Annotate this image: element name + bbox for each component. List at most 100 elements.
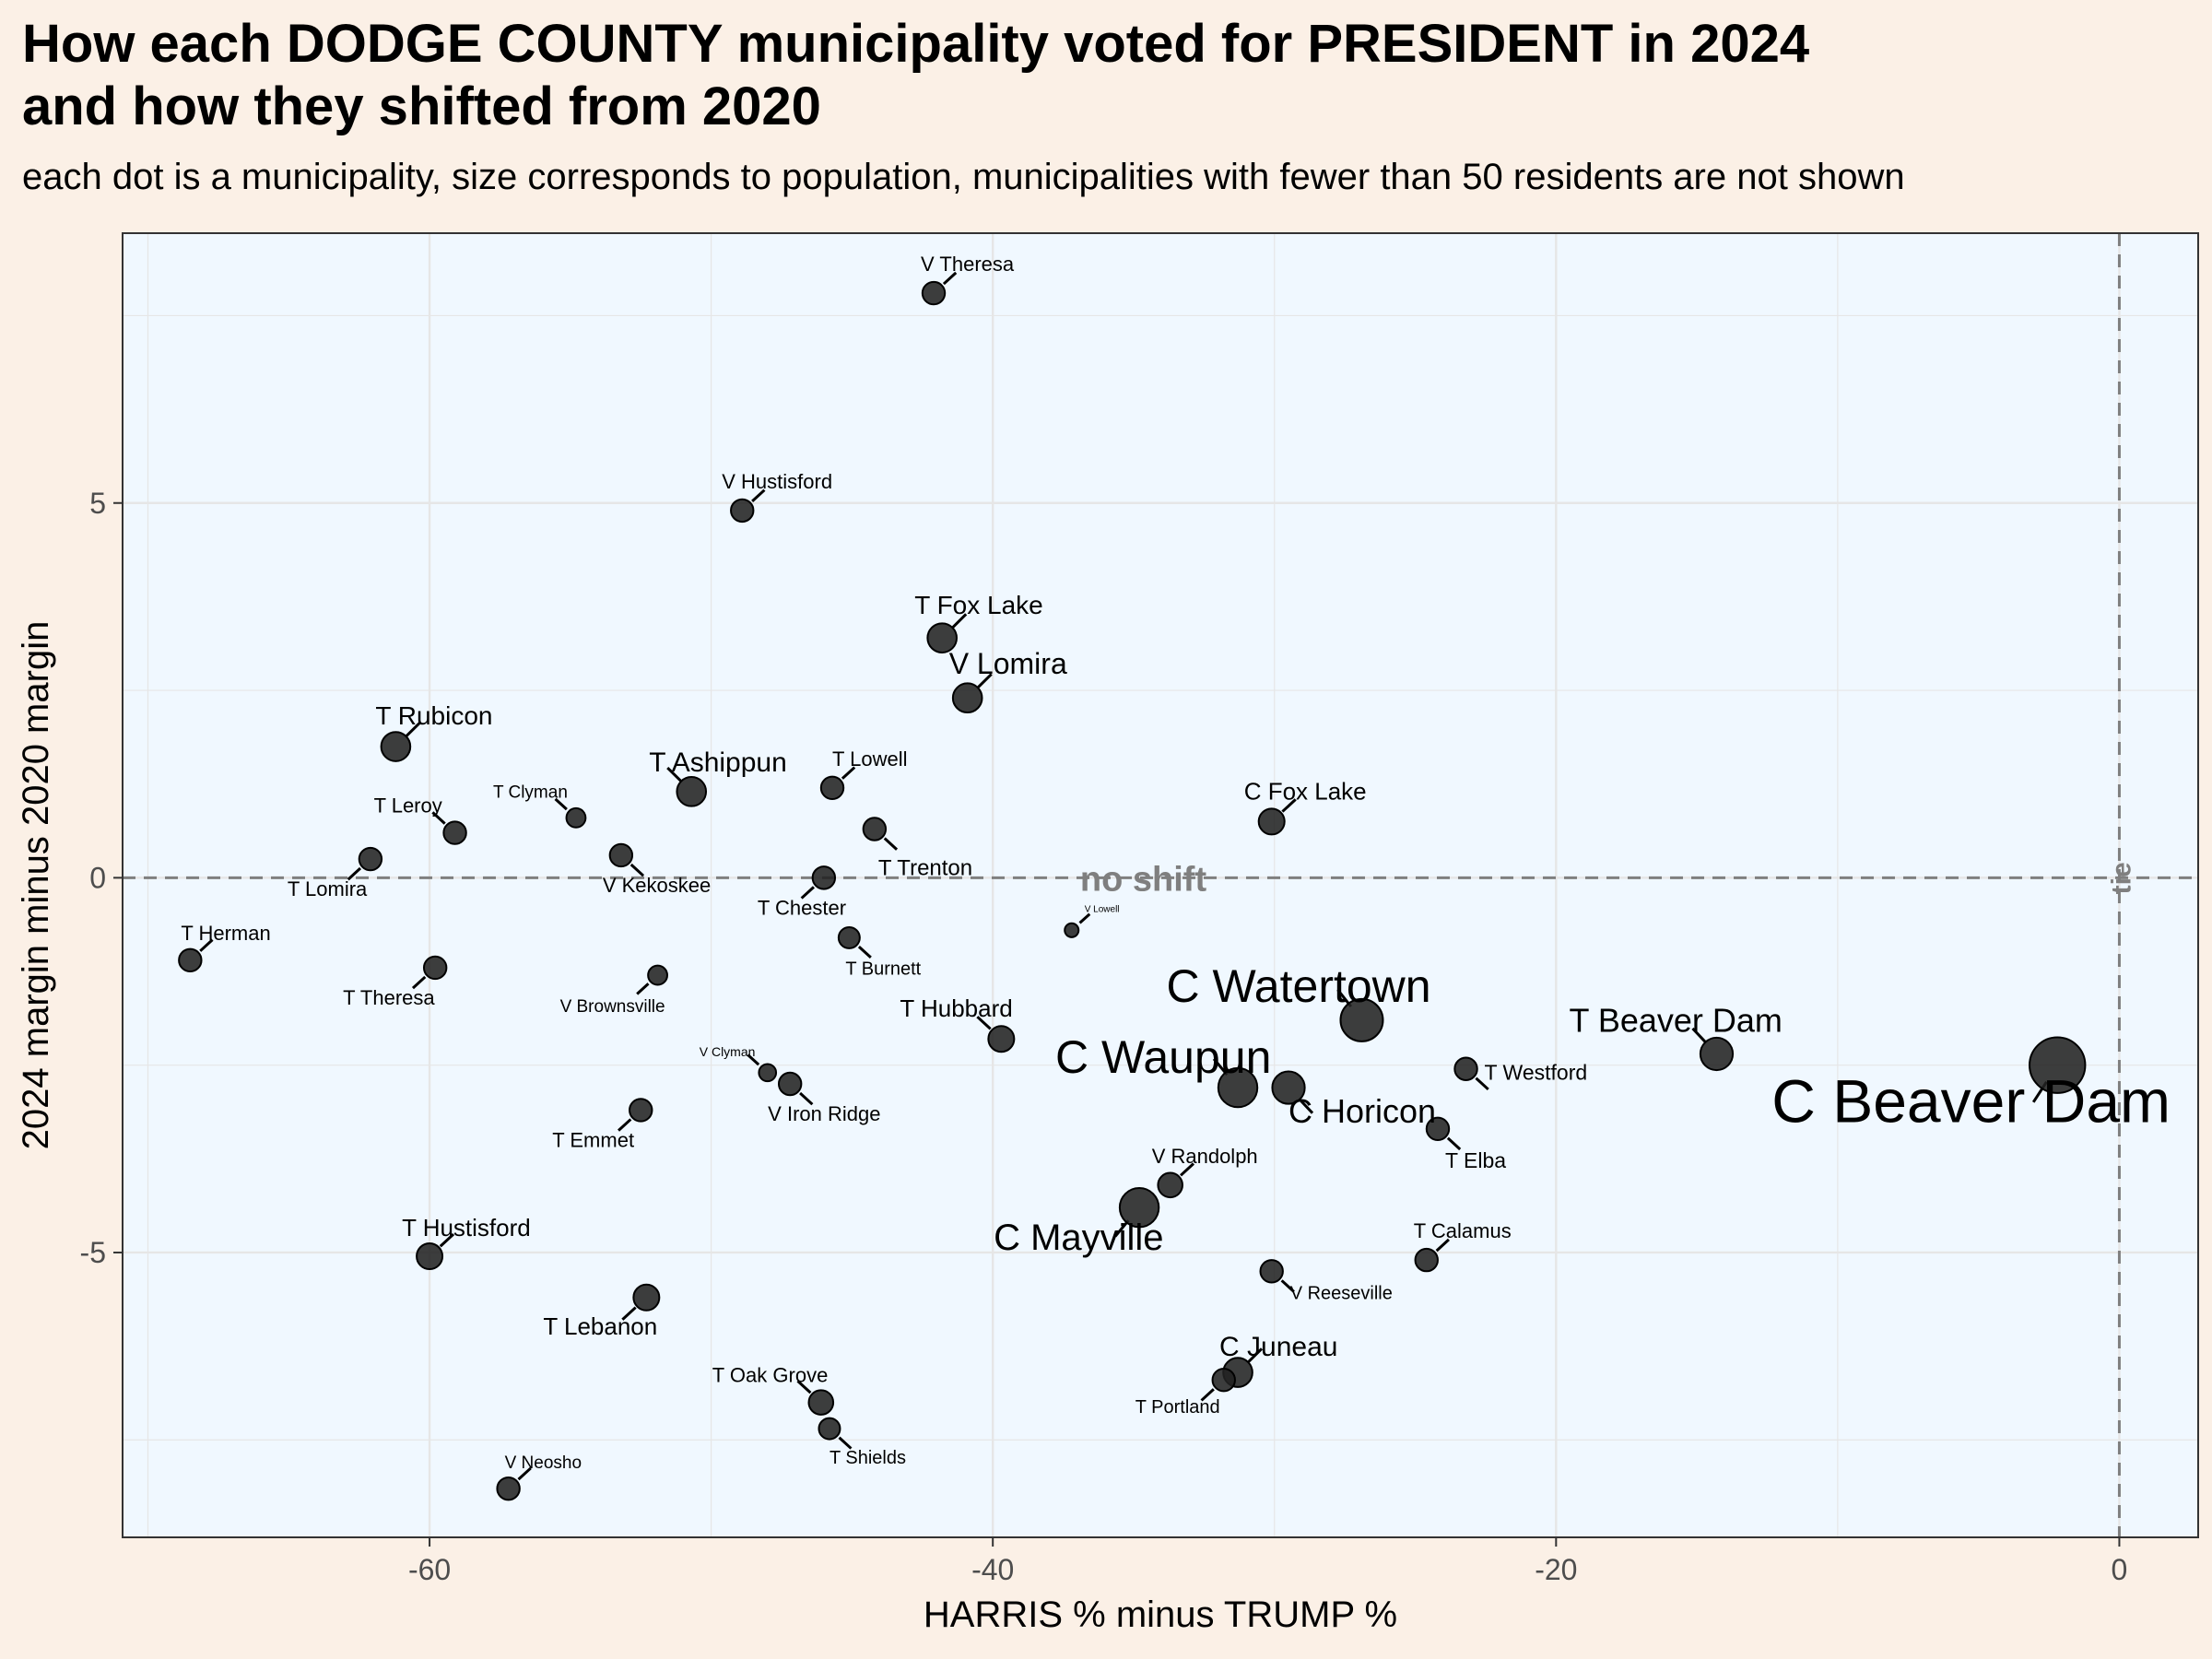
point-c-waupun <box>1217 1066 1259 1109</box>
label-v-lomira: V Lomira <box>949 647 1067 680</box>
connector-c-fox-lake <box>1281 798 1297 813</box>
x-tick-label: -40 <box>971 1553 1014 1586</box>
label-t-elba: T Elba <box>1445 1148 1506 1172</box>
label-t-portland: T Portland <box>1135 1397 1220 1418</box>
label-v-clyman: V Clyman <box>700 1044 756 1059</box>
y-tick-label: -5 <box>80 1236 106 1269</box>
point-c-watertown <box>1339 997 1384 1042</box>
y-tick-label: 0 <box>89 861 106 894</box>
x-tick-label: -20 <box>1535 1553 1577 1586</box>
label-t-emmet: T Emmet <box>552 1128 634 1151</box>
label-c-watertown: C Watertown <box>1166 960 1430 1012</box>
point-t-ashippun <box>676 776 708 807</box>
label-v-kekoskee: V Kekoskee <box>603 874 711 897</box>
point-t-rubicon <box>380 731 412 762</box>
label-t-rubicon: T Rubicon <box>375 701 492 730</box>
connector-c-juneau <box>1247 1347 1264 1363</box>
x-tick-label: 0 <box>2112 1553 2128 1586</box>
point-v-neosho <box>496 1476 521 1501</box>
label-t-burnett: T Burnett <box>845 959 921 979</box>
connector-t-chester <box>800 886 815 900</box>
point-v-hustisford <box>730 498 755 524</box>
connector-v-hustisford <box>751 488 766 503</box>
point-t-fox-lake <box>926 622 958 653</box>
connector-t-trenton <box>883 837 899 851</box>
point-t-theresa <box>422 955 448 981</box>
label-t-chester: T Chester <box>758 896 846 919</box>
label-c-beaver-dam: C Beaver Dam <box>1771 1067 2171 1135</box>
connector-t-leroy <box>431 811 446 825</box>
point-t-westford <box>1453 1056 1478 1081</box>
connector-v-reeseville <box>1280 1279 1295 1293</box>
no-shift-label: no shift <box>1080 860 1207 899</box>
connector-t-elba <box>1446 1136 1462 1151</box>
point-v-iron-ridge <box>777 1071 803 1097</box>
connector-t-shields <box>838 1436 853 1450</box>
connector-v-theresa <box>942 271 958 286</box>
point-t-leroy <box>442 820 467 845</box>
label-v-randolph: V Randolph <box>1152 1145 1258 1168</box>
connector-t-beaver-dam <box>1691 1027 1707 1044</box>
point-t-oak-grove <box>807 1389 835 1416</box>
connector-v-iron-ridge <box>799 1091 814 1106</box>
label-c-mayville: C Mayville <box>994 1218 1163 1258</box>
point-t-shields <box>818 1417 841 1441</box>
label-t-lowell: T Lowell <box>832 747 908 771</box>
point-t-beaver-dam <box>1699 1036 1735 1072</box>
y-axis-title: 2024 margin minus 2020 margin <box>16 621 56 1150</box>
plot-panel <box>123 233 2198 1537</box>
point-t-lowell <box>819 775 845 800</box>
connector-v-lowell <box>1078 912 1091 924</box>
label-v-reeseville: V Reeseville <box>1290 1283 1393 1303</box>
point-t-burnett <box>837 925 861 949</box>
connector-t-lebanon <box>621 1306 637 1321</box>
label-c-fox-lake: C Fox Lake <box>1244 777 1367 805</box>
connector-v-kekoskee <box>629 863 645 877</box>
point-c-beaver-dam <box>2029 1036 2087 1094</box>
y-tick-label: 5 <box>89 487 106 520</box>
label-t-lebanon: T Lebanon <box>543 1312 657 1340</box>
connector-t-herman <box>199 938 214 952</box>
point-t-hustisford <box>416 1242 444 1271</box>
point-t-lebanon <box>632 1283 661 1312</box>
point-t-elba <box>1425 1116 1451 1141</box>
connector-t-fox-lake <box>951 613 968 629</box>
chart-title-line-1: How each DODGE COUNTY municipality voted… <box>22 14 1810 74</box>
x-tick-label: -60 <box>408 1553 451 1586</box>
label-v-iron-ridge: V Iron Ridge <box>768 1102 880 1125</box>
point-v-lowell <box>1064 922 1080 938</box>
label-v-theresa: V Theresa <box>921 253 1015 276</box>
label-t-westford: T Westford <box>1485 1061 1588 1085</box>
connector-t-oak-grove <box>796 1380 812 1394</box>
connector-t-emmet <box>618 1118 632 1132</box>
point-t-herman <box>178 947 203 973</box>
label-c-juneau: C Juneau <box>1219 1332 1337 1362</box>
connector-v-neosho <box>517 1466 532 1481</box>
point-v-kekoskee <box>608 842 634 868</box>
label-v-lowell: V Lowell <box>1085 904 1120 914</box>
label-t-herman: T Herman <box>181 922 270 945</box>
label-t-leroy: T Leroy <box>374 794 442 818</box>
label-v-brownsville: V Brownsville <box>560 997 665 1017</box>
data-points <box>178 280 2087 1501</box>
point-c-mayville <box>1118 1186 1160 1229</box>
plot-border <box>122 232 2199 1538</box>
connector-t-clyman <box>554 797 568 811</box>
grid-lines <box>123 233 2198 1537</box>
point-t-calamus <box>1414 1247 1439 1273</box>
label-t-shields: T Shields <box>830 1448 906 1468</box>
point-t-clyman <box>565 806 587 829</box>
point-v-clyman <box>758 1063 778 1083</box>
chart-title-line-2: and how they shifted from 2020 <box>22 76 821 136</box>
connector-t-ashippun <box>666 766 682 782</box>
point-labels: V Theresa V Hustisford T Fox Lake V Lomira T… <box>181 253 2171 1473</box>
connector-t-westford <box>1475 1077 1489 1091</box>
connector-t-hubbard <box>976 1016 992 1030</box>
point-c-fox-lake <box>1257 807 1286 836</box>
label-t-lomira: T Lomira <box>288 877 368 900</box>
point-v-lomira <box>951 682 983 713</box>
point-v-randolph <box>1157 1171 1183 1199</box>
axes: -60 -40 -20 0 -5 0 5 <box>80 487 2128 1586</box>
label-v-hustisford: V Hustisford <box>722 470 832 493</box>
